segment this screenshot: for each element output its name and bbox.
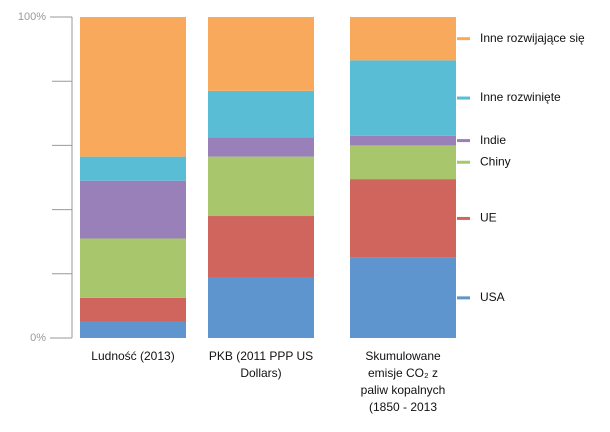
bar-segment <box>350 257 456 338</box>
legend-label: Chiny <box>480 154 511 168</box>
bar-segment <box>350 179 456 258</box>
bar-segment <box>208 277 314 338</box>
bar-segment <box>350 135 456 146</box>
legend-label: USA <box>480 290 505 304</box>
bar-segment <box>80 180 186 239</box>
x-tick-label: Ludność (2013) <box>91 349 175 363</box>
x-tick-label: PKB (2011 PPP US Dollars) <box>208 349 314 380</box>
x-tick-label: Skumulowane emisje CO₂ z paliw kopalnych… <box>360 349 446 414</box>
y-tick-label: 0% <box>30 332 46 344</box>
bar-segment <box>80 321 186 338</box>
legend-label: Inne rozwinięte <box>480 90 561 104</box>
bar-segment <box>208 216 314 278</box>
bar-segment <box>80 238 186 298</box>
bar-segment <box>208 90 314 138</box>
bar-segment <box>350 17 456 61</box>
legend-label: Inne rozwijające się <box>480 31 585 45</box>
legend-label: Indie <box>480 133 506 147</box>
bar-segment <box>80 297 186 322</box>
bar-segment <box>208 17 314 91</box>
bar-segment <box>350 60 456 136</box>
bar-segment <box>350 145 456 180</box>
bar-segment <box>208 137 314 157</box>
bar-segment <box>208 156 314 217</box>
legend-label: UE <box>480 211 497 225</box>
bar-segment <box>80 17 186 157</box>
bar-segment <box>80 156 186 181</box>
y-tick-label: 100% <box>18 11 46 23</box>
